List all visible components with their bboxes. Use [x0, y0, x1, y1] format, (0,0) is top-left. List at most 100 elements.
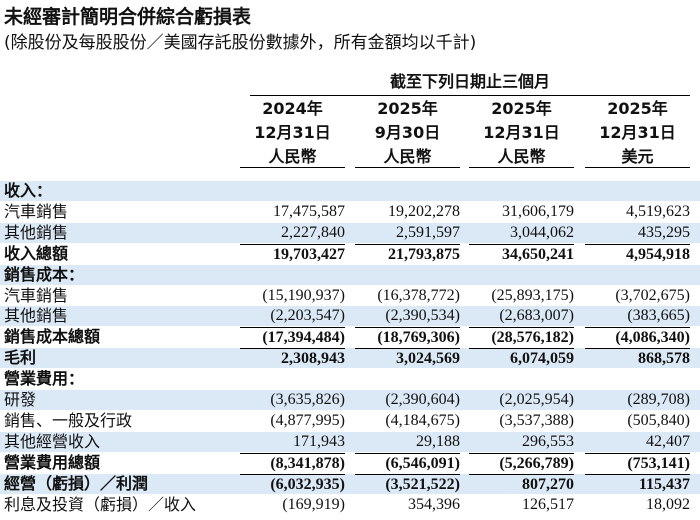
- column-currency: 美元: [585, 143, 690, 168]
- cell-value: 4,519,623: [626, 202, 690, 220]
- cell-value: 42,407: [646, 432, 690, 450]
- cell-value: (25,893,175): [491, 286, 574, 304]
- cell-value: 4,954,918: [585, 243, 690, 264]
- table-row: 利息及投資（虧損）／收入 (169,919) 354,396 126,517 18,09…: [0, 495, 700, 515]
- cell-value: (3,521,522): [355, 473, 460, 494]
- cell-value: 21,793,875: [355, 243, 460, 264]
- cell-value: 29,188: [416, 432, 460, 450]
- table-row: 收入總額 19,703,427 21,793,875 34,650,241 4,954,…: [0, 243, 700, 264]
- cell-value: (289,708): [627, 391, 690, 408]
- cell-value: (16,378,772): [377, 286, 460, 304]
- cell-value: (2,203,547): [270, 307, 345, 325]
- cell-value: 6,074,059: [469, 348, 574, 368]
- row-label: 收入總額: [4, 243, 69, 263]
- cell-value: (18,769,306): [355, 327, 460, 347]
- column-date: 12月31日: [254, 123, 331, 142]
- cell-value: (2,025,954): [499, 391, 574, 408]
- column-date: 12月31日: [483, 123, 560, 142]
- cell-value: (383,665): [627, 307, 690, 325]
- cell-value: 2,591,597: [396, 223, 460, 241]
- cell-value: (3,635,826): [270, 391, 345, 408]
- subtitle: (除股份及每股股份／美國存託股份數據外，所有金額均以千計): [4, 33, 477, 53]
- table-row: 其他銷售 (2,203,547) (2,390,534) (2,683,007) (38…: [0, 306, 700, 327]
- cell-value: 2,227,840: [281, 223, 345, 241]
- cell-value: 17,475,587: [273, 202, 345, 220]
- row-label: 經營（虧損）／利潤: [4, 473, 149, 493]
- cell-value: (17,394,484): [240, 327, 345, 347]
- row-label: 利息及投資（虧損）／收入: [4, 494, 197, 514]
- cell-value: (2,390,604): [385, 391, 460, 408]
- row-label: 營業費用：: [4, 369, 85, 389]
- cell-value: 19,703,427: [240, 243, 345, 264]
- cell-value: 807,270: [469, 473, 574, 494]
- cell-value: (8,341,878): [240, 452, 345, 473]
- table-row: 經營（虧損）／利潤 (6,032,935) (3,521,522) 807,270 11…: [0, 473, 700, 494]
- row-label: 銷售成本總額: [4, 327, 101, 347]
- cell-value: 3,024,569: [355, 348, 460, 368]
- title: 未經審計簡明合併綜合虧損表: [4, 6, 252, 28]
- table-row: 銷售、一般及行政 (4,877,995) (4,184,675) (3,537,388…: [0, 411, 700, 431]
- cell-value: 296,553: [522, 432, 574, 450]
- cell-value: (505,840): [627, 411, 690, 429]
- cell-value: (2,390,534): [385, 307, 460, 325]
- row-label: 其他銷售: [4, 306, 69, 326]
- cell-value: (4,877,995): [270, 411, 345, 429]
- cell-value: 354,396: [408, 495, 460, 513]
- row-label: 銷售、一般及行政: [4, 410, 133, 430]
- row-label: 銷售成本：: [4, 264, 85, 284]
- cell-value: 34,650,241: [469, 243, 574, 264]
- cell-value: 2,308,943: [240, 348, 345, 368]
- cell-value: (5,266,789): [469, 452, 574, 473]
- column-date: 9月30日: [374, 123, 441, 142]
- table-row: 其他經營收入 171,943 29,188 296,553 42,407: [0, 431, 700, 452]
- column-date: 12月31日: [599, 123, 676, 142]
- cell-value: (15,190,937): [262, 286, 345, 304]
- cell-value: (3,702,675): [615, 286, 690, 304]
- row-label: 毛利: [4, 348, 37, 368]
- table-row: 毛利 2,308,943 3,024,569 6,074,059 868,578: [0, 348, 700, 369]
- cell-value: (2,683,007): [499, 307, 574, 325]
- cell-value: 435,295: [638, 223, 690, 241]
- table-row: 銷售成本：: [0, 264, 700, 285]
- group-header: 截至下列日期止三個月: [250, 68, 690, 96]
- cell-value: 31,606,179: [502, 202, 574, 220]
- row-label: 其他銷售: [4, 222, 69, 242]
- column-currency: 人民幣: [240, 143, 345, 168]
- cell-value: 115,437: [585, 473, 690, 494]
- cell-value: (28,576,182): [469, 327, 574, 347]
- cell-value: 868,578: [585, 348, 690, 368]
- column-currency: 人民幣: [469, 143, 574, 168]
- cell-value: (6,032,935): [240, 473, 345, 494]
- row-label: 其他經營收入: [4, 431, 101, 451]
- cell-value: 18,092: [646, 495, 690, 513]
- row-label: 收入：: [4, 181, 53, 200]
- table-row: 汽車銷售 (15,190,937) (16,378,772) (25,893,175)…: [0, 286, 700, 306]
- column-year: 2025年: [491, 99, 552, 118]
- table-row: 營業費用：: [0, 369, 700, 389]
- cell-value: (169,919): [282, 495, 345, 513]
- cell-value: 19,202,278: [388, 202, 460, 220]
- row-label: 營業費用總額: [4, 452, 101, 472]
- column-year: 2025年: [607, 99, 668, 118]
- cell-value: (3,537,388): [499, 411, 574, 429]
- cell-value: (753,141): [585, 452, 690, 473]
- cell-value: 3,044,062: [510, 223, 574, 241]
- cell-value: (4,184,675): [385, 411, 460, 429]
- table-row: 銷售成本總額 (17,394,484) (18,769,306) (28,576,18…: [0, 327, 700, 347]
- table-row: 汽車銷售 17,475,587 19,202,278 31,606,179 4,519,…: [0, 202, 700, 222]
- column-year: 2025年: [377, 99, 438, 118]
- cell-value: 126,517: [522, 495, 574, 513]
- cell-value: (6,546,091): [355, 452, 460, 473]
- row-label: 汽車銷售: [4, 285, 69, 305]
- table-row: 研發 (3,635,826) (2,390,604) (2,025,954) (289,…: [0, 390, 700, 410]
- cell-value: 171,943: [293, 432, 345, 450]
- table-row: 其他銷售 2,227,840 2,591,597 3,044,062 435,295: [0, 222, 700, 243]
- table-row: 收入：: [0, 181, 700, 201]
- table-row: 營業費用總額 (8,341,878) (6,546,091) (5,266,789) (…: [0, 452, 700, 473]
- column-currency: 人民幣: [355, 143, 460, 168]
- row-label: 汽車銷售: [4, 201, 69, 221]
- row-label: 研發: [4, 390, 37, 409]
- column-year: 2024年: [262, 99, 323, 118]
- cell-value: (4,086,340): [585, 327, 690, 347]
